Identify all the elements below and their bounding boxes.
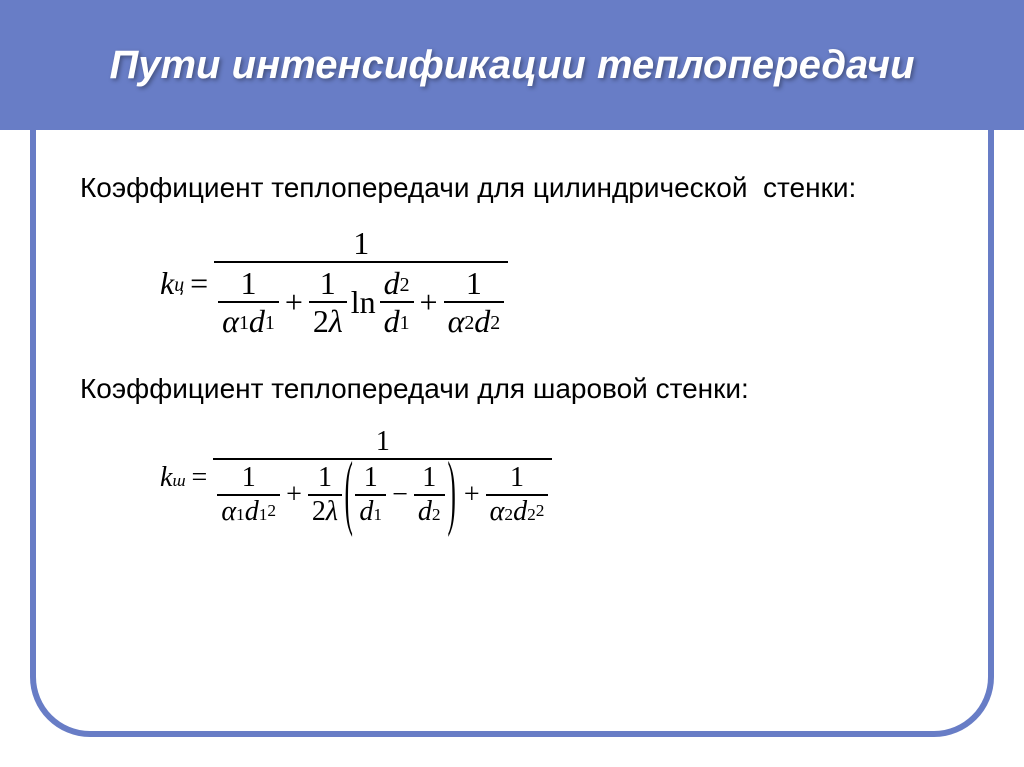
ln-text: ln: [347, 286, 380, 318]
numerator-1: 1: [349, 225, 373, 261]
main-fraction-2: 1 1 α1d12 + 1 2λ (: [213, 426, 552, 530]
left-paren-icon: (: [345, 453, 353, 537]
paragraph-cylindrical: Коэффициент теплопередачи для цилиндриче…: [80, 170, 944, 205]
term1-1: 1 α1d1: [218, 265, 279, 339]
denominator-1: 1 α1d1 + 1 2λ ln: [214, 261, 508, 341]
denominator-2: 1 α1d12 + 1 2λ ( 1: [213, 458, 552, 530]
equals-sign-2: =: [186, 462, 214, 494]
paragraph-spherical: Коэффициент теплопередачи для шаровой ст…: [80, 371, 944, 406]
var-k2: k: [160, 462, 172, 494]
term2-paren-a: 1 d1: [355, 462, 386, 528]
term2-4: 1 α2d22: [486, 462, 549, 528]
main-fraction-1: 1 1 α1d1 + 1 2λ ln: [214, 225, 508, 341]
numerator-2: 1: [372, 426, 394, 458]
term2-2: 1 2λ: [308, 462, 342, 528]
slide-title: Пути интенсификации теплопередачи: [109, 42, 914, 88]
title-banner: Пути интенсификации теплопередачи: [0, 0, 1024, 130]
term2-paren-b: 1 d2: [414, 462, 445, 528]
formula-cylindrical: kц = 1 1 α1d1 + 1 2λ: [160, 225, 944, 341]
sub-c: ц: [174, 274, 184, 297]
slide-body: Коэффициент теплопередачи для цилиндриче…: [80, 170, 944, 540]
var-k: k: [160, 265, 174, 302]
term1-4: 1 α2d2: [444, 265, 505, 339]
formula-spherical: kш = 1 1 α1d12 + 1 2λ: [160, 426, 944, 530]
term1-3: d2 d1: [380, 265, 414, 339]
right-paren-icon: ): [447, 453, 455, 537]
sub-sh: ш: [172, 471, 185, 491]
term2-1: 1 α1d12: [217, 462, 280, 528]
slide: Пути интенсификации теплопередачи Коэффи…: [0, 0, 1024, 767]
term1-2: 1 2λ: [309, 265, 347, 339]
equals-sign: =: [184, 265, 214, 302]
